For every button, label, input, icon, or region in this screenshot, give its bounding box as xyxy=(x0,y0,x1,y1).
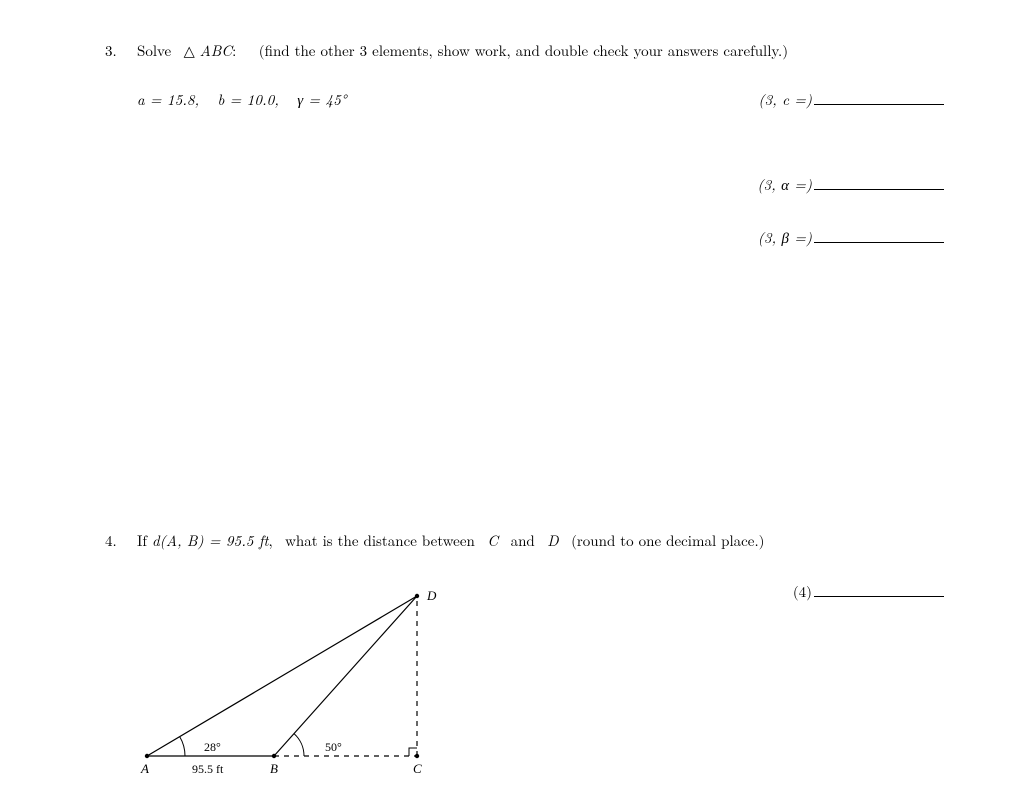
answer-blank[interactable] xyxy=(814,228,944,243)
svg-text:D: D xyxy=(426,588,437,603)
p4-answer: (4) xyxy=(447,581,944,602)
p4-diagram: 28° 50° A B C D 95.5 ft xyxy=(137,581,447,781)
triangle-icon: △ xyxy=(184,41,195,61)
p3-colon: : xyxy=(232,40,236,61)
problem-3: 3. Solve △ ABC: (find the other 3 elemen… xyxy=(105,40,944,480)
problem-3-prompt: Solve △ ABC: (find the other 3 elements,… xyxy=(137,40,944,61)
triangle-diagram: 28° 50° A B C D 95.5 ft xyxy=(137,581,447,781)
p3-answer-alpha-label: (3, α =) xyxy=(757,174,812,195)
problem-4: 4. If d(A, B) = 95.5 ft, what is the dis… xyxy=(105,530,944,781)
p3-paren: (find the other 3 elements, show work, a… xyxy=(259,40,788,61)
svg-text:95.5 ft: 95.5 ft xyxy=(192,762,224,776)
svg-text:A: A xyxy=(140,761,149,776)
p3-answer-c-label: (3, c =) xyxy=(758,89,812,110)
p4-body: 28° 50° A B C D 95.5 ft (4) xyxy=(105,581,944,781)
p3-answer-beta: (3, β =) xyxy=(105,227,944,248)
p4-D: D xyxy=(547,530,558,551)
p3-given: a = 15.8, b = 10.0, γ = 45° xyxy=(137,89,347,110)
svg-text:C: C xyxy=(413,761,422,776)
problem-4-prompt: If d(A, B) = 95.5 ft, what is the distan… xyxy=(137,530,944,551)
p4-mid: , what is the distance between xyxy=(268,530,487,551)
p4-and: and xyxy=(498,530,547,551)
problem-4-header: 4. If d(A, B) = 95.5 ft, what is the dis… xyxy=(105,530,944,551)
p4-C: C xyxy=(487,530,498,551)
problem-3-number: 3. xyxy=(105,40,137,61)
p4-dexpr: d(A, B) = 95.5 ft xyxy=(152,530,268,551)
answer-blank[interactable] xyxy=(814,582,944,597)
p3-answer-alpha: (3, α =) xyxy=(105,174,944,195)
p3-answer-c: (3, c =) xyxy=(758,89,944,110)
p3-workspace xyxy=(105,280,944,480)
p3-answer-beta-label: (3, β =) xyxy=(758,227,812,248)
p4-prefix: If xyxy=(137,530,152,551)
svg-text:B: B xyxy=(270,761,278,776)
answer-blank[interactable] xyxy=(814,90,944,105)
problem-4-number: 4. xyxy=(105,530,137,551)
p3-prefix: Solve xyxy=(137,40,184,61)
p3-given-row: a = 15.8, b = 10.0, γ = 45° (3, c =) xyxy=(137,89,944,142)
problem-3-header: 3. Solve △ ABC: (find the other 3 elemen… xyxy=(105,40,944,61)
svg-text:28°: 28° xyxy=(204,740,221,754)
answer-blank[interactable] xyxy=(814,175,944,190)
svg-text:50°: 50° xyxy=(325,740,342,754)
p4-answer-label: (4) xyxy=(793,581,812,602)
p4-suffix: (round to one decimal place.) xyxy=(559,530,765,551)
p3-triname: ABC xyxy=(200,40,232,61)
